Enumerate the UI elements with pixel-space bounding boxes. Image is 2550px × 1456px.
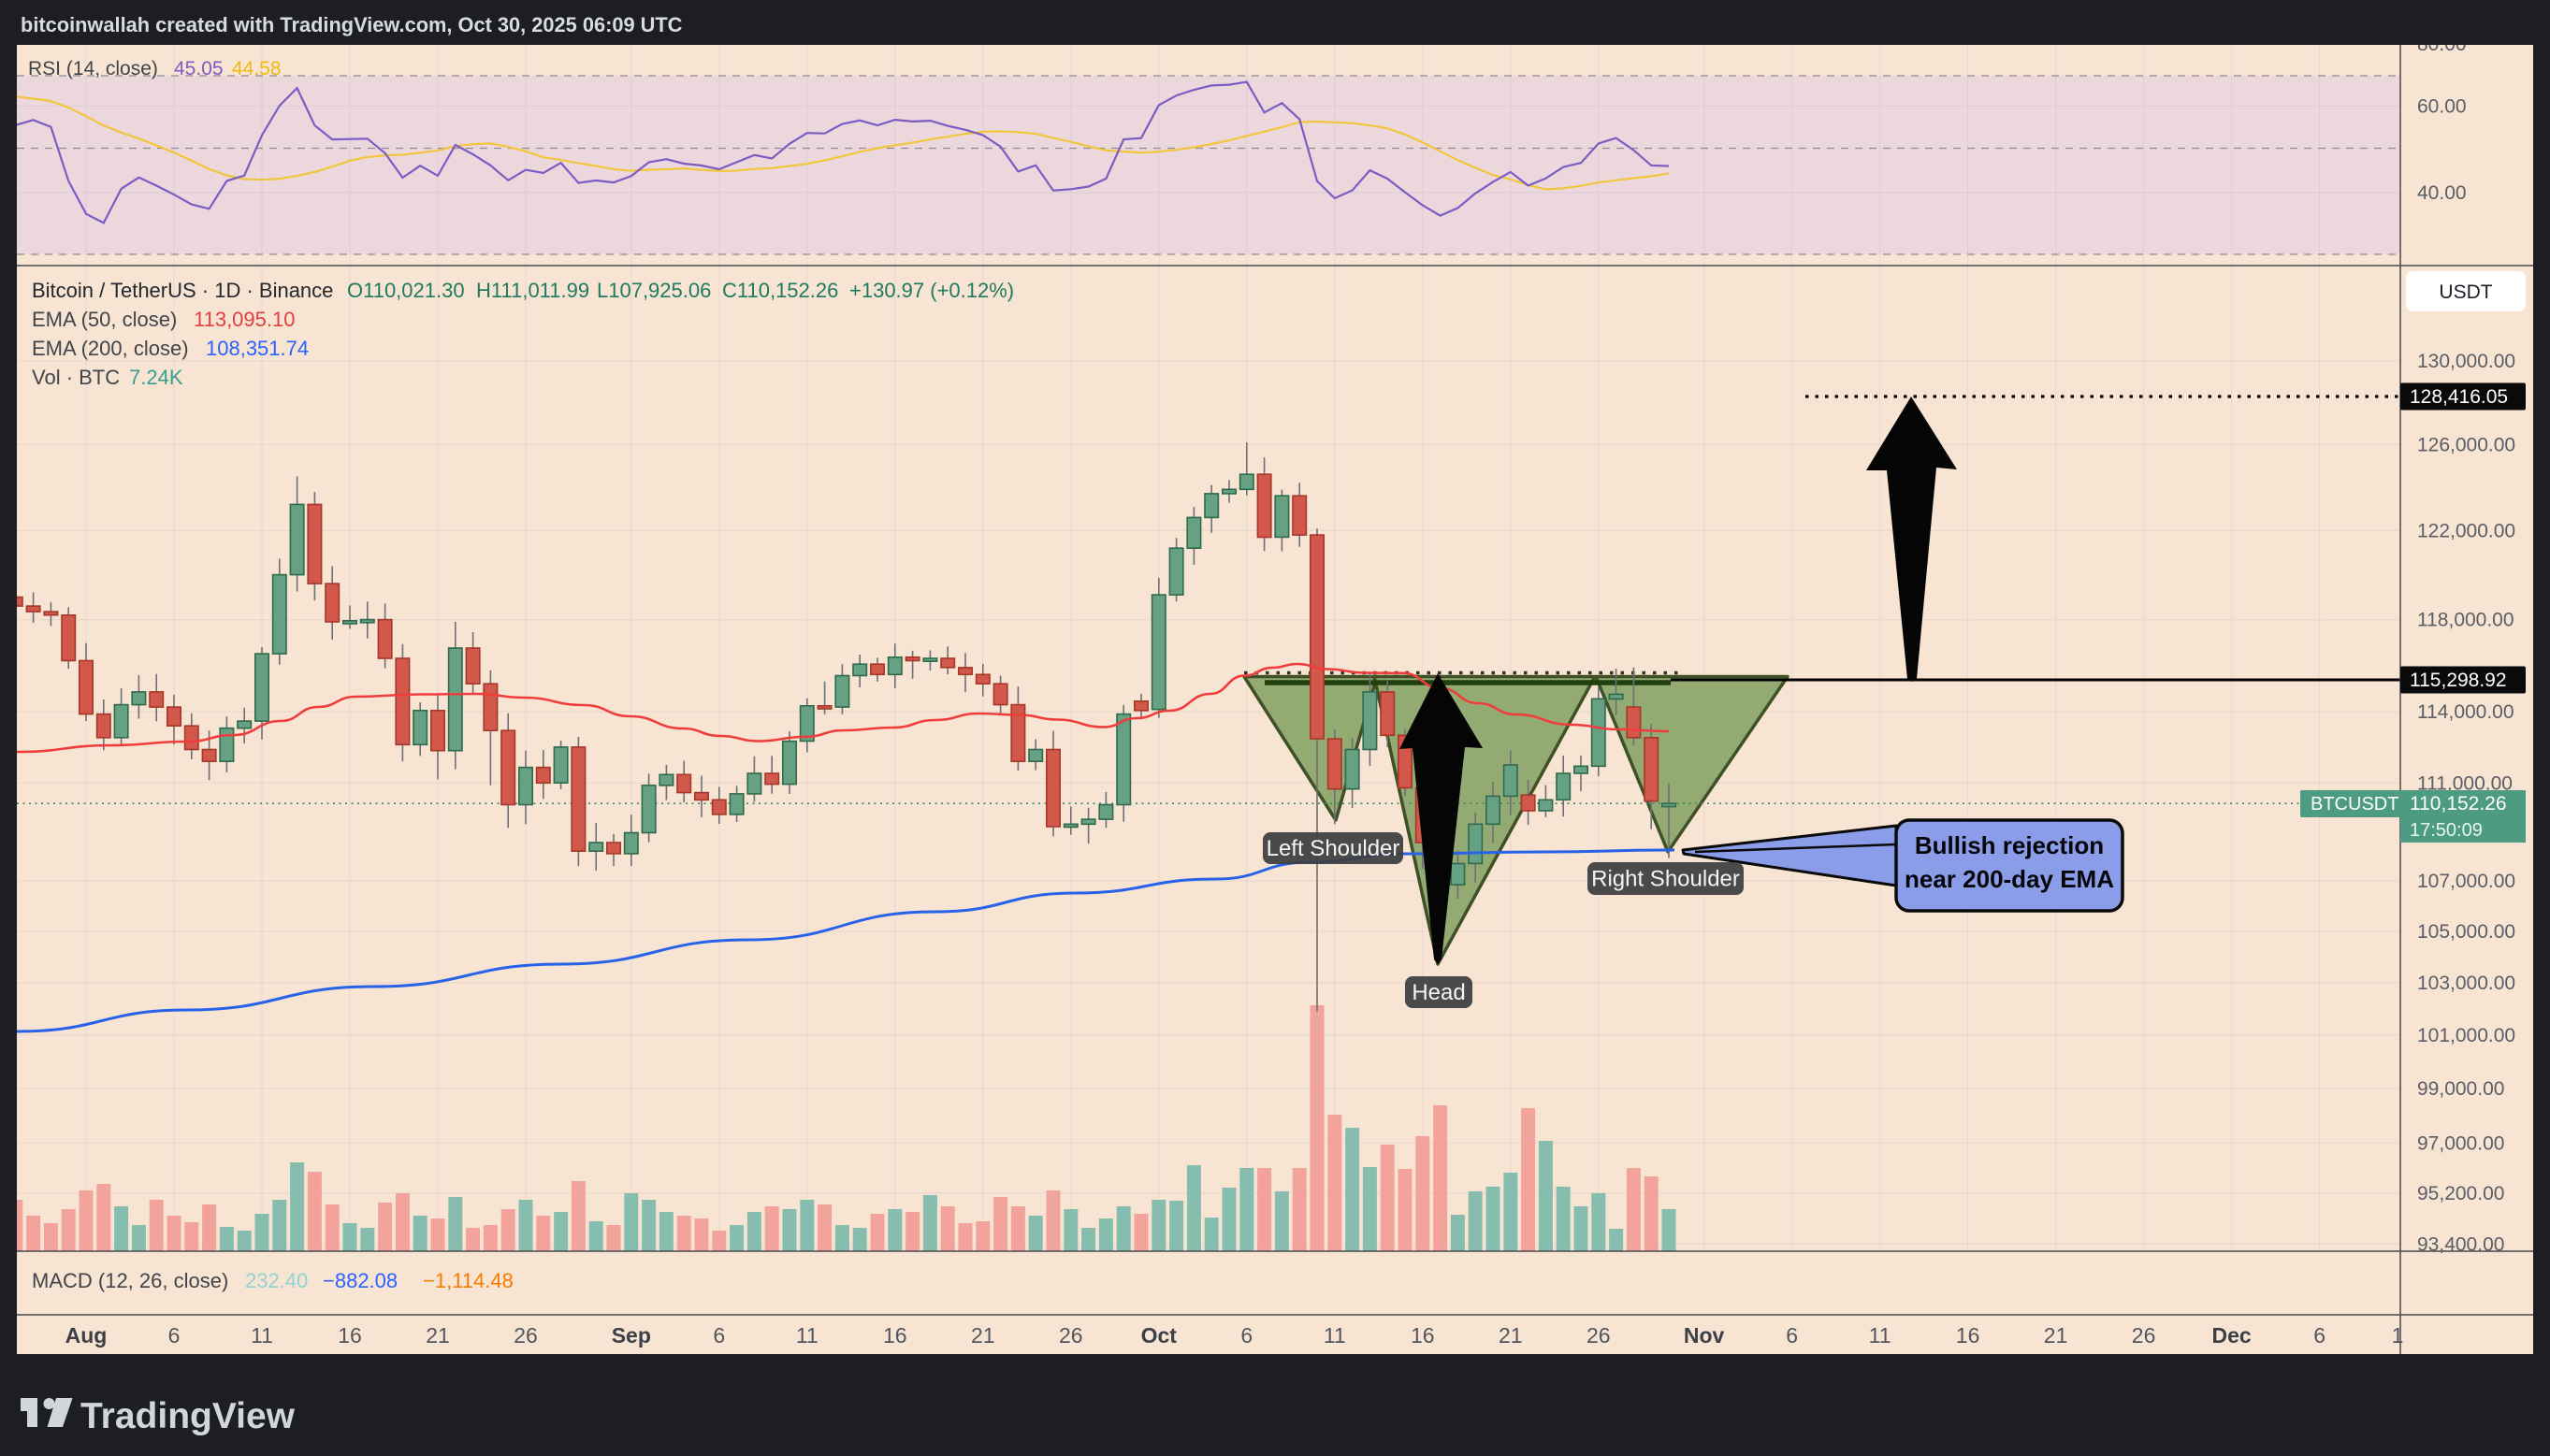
svg-text:26: 26: [1587, 1323, 1611, 1348]
svg-text:6: 6: [1240, 1323, 1253, 1348]
svg-text:21: 21: [971, 1323, 995, 1348]
svg-text:11: 11: [1324, 1323, 1346, 1348]
svg-text:Nov: Nov: [1684, 1323, 1725, 1348]
svg-text:26: 26: [514, 1323, 538, 1348]
svg-text:97,000.00: 97,000.00: [2417, 1132, 2504, 1154]
svg-text:Head: Head: [1412, 980, 1465, 1005]
svg-text:103,000.00: 103,000.00: [2417, 973, 2515, 994]
svg-text:115,298.92: 115,298.92: [2410, 670, 2507, 691]
svg-text:Bullish rejection: Bullish rejection: [1915, 831, 2104, 859]
svg-text:11: 11: [1869, 1323, 1891, 1348]
svg-text:−1,114.48: −1,114.48: [423, 1269, 514, 1292]
svg-text:6: 6: [2313, 1323, 2325, 1348]
svg-text:110,152.26: 110,152.26: [2410, 793, 2507, 814]
svg-text:BTCUSDT: BTCUSDT: [2311, 794, 2398, 814]
svg-text:11: 11: [251, 1323, 273, 1348]
svg-text:60.00: 60.00: [2417, 96, 2467, 118]
svg-text:RSI (14, close): RSI (14, close): [28, 58, 158, 79]
svg-text:93,400.00: 93,400.00: [2417, 1233, 2504, 1255]
svg-text:bitcoinwallah created with Tra: bitcoinwallah created with TradingView.c…: [21, 13, 683, 36]
svg-text:6: 6: [1786, 1323, 1798, 1348]
svg-text:1: 1: [2392, 1323, 2404, 1348]
svg-text:26: 26: [1059, 1323, 1083, 1348]
svg-text:7.24K: 7.24K: [129, 366, 183, 389]
svg-text:21: 21: [426, 1323, 450, 1348]
svg-text:99,000.00: 99,000.00: [2417, 1078, 2504, 1100]
svg-text:111,000.00: 111,000.00: [2417, 772, 2513, 794]
svg-text:101,000.00: 101,000.00: [2417, 1025, 2515, 1046]
svg-text:C110,152.26: C110,152.26: [722, 279, 838, 302]
svg-text:113,095.10: 113,095.10: [194, 308, 295, 331]
svg-text:16: 16: [1411, 1323, 1435, 1348]
svg-text:17:50:09: 17:50:09: [2410, 820, 2483, 841]
svg-text:11: 11: [796, 1323, 819, 1348]
svg-text:45.05: 45.05: [174, 58, 224, 79]
svg-text:Sep: Sep: [612, 1323, 651, 1348]
svg-text:114,000.00: 114,000.00: [2417, 701, 2514, 723]
svg-text:122,000.00: 122,000.00: [2417, 520, 2515, 541]
svg-text:H111,011.99: H111,011.99: [476, 279, 589, 302]
svg-text:USDT: USDT: [2439, 281, 2492, 303]
svg-text:L107,925.06: L107,925.06: [597, 279, 711, 302]
svg-text:−882.08: −882.08: [323, 1269, 398, 1292]
svg-text:6: 6: [713, 1323, 725, 1348]
svg-text:Dec: Dec: [2211, 1323, 2251, 1348]
svg-text:108,351.74: 108,351.74: [206, 337, 309, 360]
svg-text:MACD (12, 26, close): MACD (12, 26, close): [32, 1269, 228, 1292]
svg-text:130,000.00: 130,000.00: [2417, 351, 2515, 372]
svg-text:O110,021.30: O110,021.30: [347, 279, 465, 302]
svg-text:Right Shoulder: Right Shoulder: [1591, 867, 1740, 892]
svg-text:128,416.05: 128,416.05: [2410, 386, 2508, 408]
svg-text:118,000.00: 118,000.00: [2417, 610, 2514, 631]
svg-text:Bitcoin / TetherUS · 1D · Bina: Bitcoin / TetherUS · 1D · Binance: [32, 279, 333, 302]
svg-text:TradingView: TradingView: [80, 1396, 296, 1436]
svg-text:26: 26: [2132, 1323, 2156, 1348]
svg-text:107,000.00: 107,000.00: [2417, 871, 2515, 892]
svg-text:EMA (200, close): EMA (200, close): [32, 337, 189, 360]
svg-text:126,000.00: 126,000.00: [2417, 434, 2515, 455]
svg-text:232.40: 232.40: [245, 1269, 308, 1292]
svg-text:Left Shoulder: Left Shoulder: [1267, 836, 1400, 861]
svg-text:+130.97 (+0.12%): +130.97 (+0.12%): [849, 279, 1014, 302]
svg-text:21: 21: [1499, 1323, 1523, 1348]
svg-text:Oct: Oct: [1141, 1323, 1178, 1348]
svg-text:21: 21: [2044, 1323, 2068, 1348]
svg-text:105,000.00: 105,000.00: [2417, 921, 2515, 943]
svg-text:16: 16: [338, 1323, 362, 1348]
svg-text:16: 16: [883, 1323, 907, 1348]
svg-text:6: 6: [168, 1323, 181, 1348]
svg-text:16: 16: [1956, 1323, 1980, 1348]
svg-text:44.58: 44.58: [232, 58, 282, 79]
svg-text:Aug: Aug: [65, 1323, 108, 1348]
svg-text:near 200-day EMA: near 200-day EMA: [1905, 865, 2114, 893]
svg-text:95,200.00: 95,200.00: [2417, 1183, 2504, 1204]
svg-text:EMA (50, close): EMA (50, close): [32, 308, 177, 331]
svg-text:Vol · BTC: Vol · BTC: [32, 366, 120, 389]
svg-text:40.00: 40.00: [2417, 182, 2467, 204]
